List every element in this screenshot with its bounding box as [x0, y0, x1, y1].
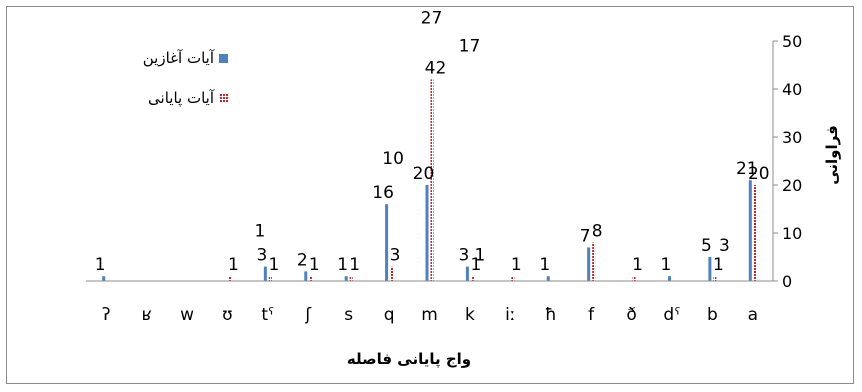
y-tick-label: 0: [782, 272, 792, 291]
y-tick-label: 50: [782, 32, 802, 51]
category-label: k: [465, 305, 475, 325]
bar-final: [430, 79, 434, 282]
value-label-final: 1: [511, 255, 522, 275]
bar-final: [470, 276, 474, 281]
bar-initial: [385, 204, 389, 281]
value-label-extra: 1: [254, 222, 265, 242]
bar-final: [268, 276, 272, 281]
value-label-initial: 1: [95, 255, 106, 275]
bar-initial: [263, 266, 267, 281]
value-label-initial: 1: [661, 255, 672, 275]
category-labels: ʔ ʁ w ʊ tˤ ʃ s q m k iː ħ f ð dˤ b a: [102, 305, 758, 325]
legend: آیات آغازین آیات پایانی: [143, 49, 228, 108]
bar-initial: [748, 180, 752, 281]
bar-initial: [304, 271, 308, 281]
category-label: dˤ: [663, 305, 680, 325]
bar-final: [309, 276, 313, 281]
bar-final: [228, 276, 232, 281]
bar-final: [632, 276, 636, 281]
y-axis-title: فراوانی: [823, 125, 841, 185]
bar-initial: [465, 266, 469, 281]
bar-initial: [102, 276, 106, 281]
bar-initial: [344, 276, 348, 281]
category-label: ħ: [545, 305, 557, 325]
category-label: a: [748, 305, 758, 325]
category-label: q: [384, 305, 395, 325]
value-label-initial: 2: [297, 250, 308, 270]
bar-final: [511, 276, 515, 281]
value-label-initial: 3: [458, 246, 469, 266]
category-label: ð: [626, 305, 636, 325]
category-label: b: [707, 305, 718, 325]
value-label-final: 3: [390, 246, 401, 266]
x-axis-title: واج پایانی فاصله: [347, 350, 471, 369]
bar-initial: [546, 276, 550, 281]
value-label-initial: 3: [256, 246, 267, 266]
y-tick-label: 30: [782, 128, 802, 147]
value-label-final: 1: [268, 255, 279, 275]
category-label: w: [180, 305, 194, 325]
value-label-final: 20: [748, 164, 770, 184]
value-label-final: 1: [228, 255, 239, 275]
value-label-extra: 1: [474, 246, 485, 266]
bar-final: [713, 276, 717, 281]
value-label-final: 8: [592, 222, 603, 242]
category-label: s: [344, 305, 353, 325]
value-label-final: 42: [425, 58, 447, 78]
category-label: iː: [505, 305, 515, 325]
category-label: f: [588, 305, 595, 325]
value-label-final: 1: [470, 255, 481, 275]
value-label-final: 1: [309, 255, 320, 275]
value-label-initial: 1: [539, 255, 550, 275]
value-label-initial: 21: [736, 159, 758, 179]
legend-swatch-final: [219, 94, 228, 103]
value-label-final: 1: [713, 255, 724, 275]
value-label-extra: 3: [719, 236, 730, 256]
category-label: m: [421, 305, 438, 325]
bar-initial: [587, 247, 591, 281]
value-label-final: 1: [632, 255, 643, 275]
bar-final: [349, 276, 353, 281]
value-label-initial: 7: [580, 226, 591, 246]
legend-swatch-initial: [219, 54, 228, 63]
value-label-initial: 20: [413, 164, 435, 184]
value-label-initial: 5: [701, 236, 712, 256]
category-label: ʃ: [304, 305, 312, 325]
value-label-initial: 1: [337, 255, 348, 275]
bars-layer: [102, 79, 757, 282]
value-label-final: 1: [349, 255, 360, 275]
y-tick-label: 40: [782, 80, 802, 99]
y-tick-label: 20: [782, 176, 802, 195]
category-label: ʊ: [222, 305, 233, 325]
bar-final: [592, 242, 596, 281]
legend-label-initial: آیات آغازین: [143, 49, 215, 67]
value-label-extra: 10: [382, 149, 404, 169]
legend-label-final: آیات پایانی: [148, 89, 215, 108]
chart-frame: 0 10 20 30 40 50 ʔ ʁ w ʊ tˤ ʃ s q m k iː ħ f ð dˤ b a 1 3 2 1 16 2…: [6, 6, 854, 384]
bar-initial: [708, 257, 712, 281]
bar-initial: [667, 276, 671, 281]
category-label: ʁ: [141, 305, 151, 325]
bar-initial: [425, 185, 429, 281]
value-label-extra: 27: [421, 8, 443, 28]
category-label: ʔ: [102, 305, 111, 325]
bar-final: [390, 266, 394, 281]
bar-final: [753, 185, 757, 281]
category-label: tˤ: [261, 305, 274, 325]
value-label-extra: 17: [459, 36, 481, 56]
y-ticks: 0 10 20 30 40 50: [773, 32, 802, 291]
y-tick-label: 10: [782, 224, 802, 243]
value-label-initial: 16: [372, 183, 394, 203]
